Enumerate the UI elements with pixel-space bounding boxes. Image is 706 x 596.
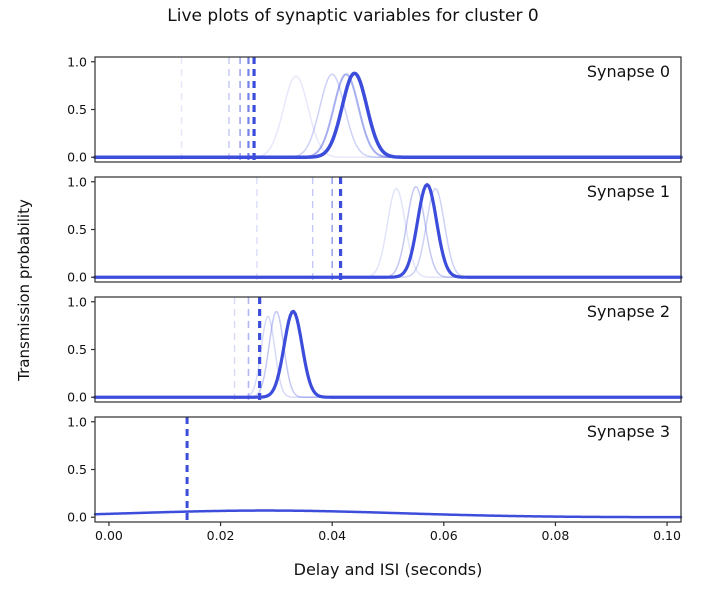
subplot-label-synapse-3: Synapse 3 — [586, 422, 670, 441]
y-tick-label: 0.5 — [67, 462, 87, 477]
subplot-synapse-2: 0.0 0.5 1.0 Synapse 2 — [67, 294, 683, 405]
y-axis-label: Transmission probability — [15, 199, 33, 381]
probability-curve — [93, 309, 683, 399]
probability-curve — [94, 310, 682, 398]
y-tick-label: 0.0 — [67, 150, 87, 165]
probability-curve — [94, 73, 682, 159]
figure-title: Live plots of synaptic variables for clu… — [167, 6, 539, 26]
x-tick-label: 0.08 — [542, 528, 570, 543]
y-tick-label: 0.0 — [67, 510, 87, 525]
probability-curve — [94, 315, 682, 398]
x-axis-label: Delay and ISI (seconds) — [293, 560, 483, 579]
subplot-synapse-1: 0.0 0.5 1.0 Synapse 1 — [67, 174, 683, 285]
y-tick-label: 1.0 — [67, 174, 87, 189]
subplot-synapse-0: 0.0 0.5 1.0 Synapse 0 — [67, 54, 683, 165]
y-tick-label: 0.0 — [67, 390, 87, 405]
subplot-stack: 0.0 0.5 1.0 Synapse 0 0.0 0.5 1.0 Synapse 1 … — [67, 54, 683, 543]
y-tick-label: 0.5 — [67, 342, 87, 357]
subplot-label-synapse-1: Synapse 1 — [586, 182, 670, 201]
x-tick-label: 0.10 — [653, 528, 681, 543]
probability-curve — [94, 73, 682, 158]
subplot-synapse-3: 0.0 0.5 1.0 0.00 0.02 0.04 0.06 0.08 0.10 Synaps… — [67, 414, 683, 543]
y-tick-label: 1.0 — [67, 294, 87, 309]
y-tick-label: 0.5 — [67, 222, 87, 237]
y-tick-label: 1.0 — [67, 414, 87, 429]
plot-area-synapse-3: 0.0 0.5 1.0 0.00 0.02 0.04 0.06 0.08 0.10 — [67, 414, 683, 543]
x-tick-label: 0.04 — [318, 528, 346, 543]
probability-curve — [93, 183, 683, 279]
x-tick-label: 0.02 — [207, 528, 235, 543]
plot-area-synapse-2: 0.0 0.5 1.0 — [67, 294, 683, 405]
probability-curve — [93, 509, 683, 519]
subplot-label-synapse-2: Synapse 2 — [586, 302, 670, 321]
probability-curve — [94, 187, 682, 278]
y-tick-label: 1.0 — [67, 54, 87, 69]
y-tick-label: 0.0 — [67, 270, 87, 285]
x-tick-label: 0.06 — [430, 528, 458, 543]
probability-curve — [94, 75, 682, 158]
plot-area-synapse-0: 0.0 0.5 1.0 — [67, 54, 683, 165]
subplot-label-synapse-0: Synapse 0 — [586, 62, 670, 81]
x-tick-label: 0.00 — [95, 528, 123, 543]
y-tick-label: 0.5 — [67, 102, 87, 117]
probability-curve — [93, 71, 683, 159]
probability-curve — [94, 187, 682, 278]
plot-area-synapse-1: 0.0 0.5 1.0 — [67, 174, 683, 285]
